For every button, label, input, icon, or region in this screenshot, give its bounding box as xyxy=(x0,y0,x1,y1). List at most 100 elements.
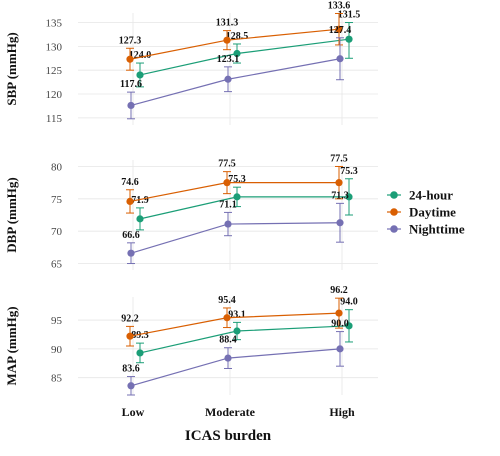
x-tick-label: High xyxy=(329,405,355,419)
data-label: 71.1 xyxy=(219,199,237,210)
data-point xyxy=(345,35,353,43)
series-nighttime: 117.6 123.1 127.4 xyxy=(120,25,352,120)
data-point xyxy=(127,101,135,110)
data-label: 83.6 xyxy=(122,364,140,375)
data-label: 133.6 xyxy=(328,0,351,11)
data-label: 93.1 xyxy=(228,309,246,320)
legend-label: Nighttime xyxy=(409,222,465,237)
series-daytime: 92.2 95.4 96.2 xyxy=(121,285,348,347)
series-line xyxy=(139,38,350,76)
panel-map: 85 90 95 MAP (mmHg) 89.3 93.1 94.0 92.2 95.4 96.2… xyxy=(4,285,378,396)
data-label: 117.6 xyxy=(120,79,142,90)
data-point xyxy=(136,215,144,223)
data-label: 96.2 xyxy=(330,285,348,296)
data-label: 75.3 xyxy=(340,166,358,177)
data-point xyxy=(223,36,231,44)
y-tick-label: 80 xyxy=(51,161,63,173)
data-point xyxy=(336,219,344,227)
legend-swatch-dot xyxy=(390,191,398,199)
data-label: 92.2 xyxy=(121,313,139,324)
data-point xyxy=(136,349,144,357)
data-point xyxy=(127,249,135,257)
data-label: 89.3 xyxy=(131,330,149,341)
data-point xyxy=(345,193,353,201)
data-point xyxy=(126,55,134,63)
data-point xyxy=(335,179,343,187)
legend-swatch-dot xyxy=(390,225,398,233)
data-label: 131.3 xyxy=(216,18,239,29)
y-tick-label: 130 xyxy=(46,41,63,53)
data-point xyxy=(223,314,231,322)
y-axis-label: DBP (mmHg) xyxy=(4,177,19,252)
data-label: 71.3 xyxy=(331,190,349,201)
y-tick-label: 115 xyxy=(46,113,63,125)
y-axis-label: MAP (mmHg) xyxy=(4,306,19,385)
series-daytime: 127.3 131.3 133.6 xyxy=(119,0,351,71)
data-label: 123.1 xyxy=(217,54,240,65)
data-point xyxy=(335,309,343,317)
y-tick-label: 85 xyxy=(51,373,63,385)
data-point xyxy=(233,193,241,201)
x-tick-label: Low xyxy=(122,405,145,419)
data-label: 75.3 xyxy=(228,174,246,185)
x-tick-label: Moderate xyxy=(205,405,256,419)
data-point xyxy=(345,322,353,330)
data-point xyxy=(224,75,232,83)
y-tick-label: 70 xyxy=(51,226,63,238)
legend-swatch-dot xyxy=(390,208,398,216)
data-label: 74.6 xyxy=(121,177,139,188)
y-tick-label: 120 xyxy=(46,89,63,101)
panel-sbp: 115 120 125 130 135 SBP (mmHg) 124.0 128.5 131.5… xyxy=(4,0,378,125)
data-point xyxy=(126,332,134,340)
series-nighttime: 66.6 71.1 71.3 xyxy=(122,190,349,265)
data-label: 128.5 xyxy=(226,31,249,42)
y-tick-label: 95 xyxy=(51,315,63,327)
data-point xyxy=(127,382,135,390)
legend-label: Daytime xyxy=(409,205,456,220)
series-line xyxy=(139,196,349,220)
data-label: 88.4 xyxy=(219,335,237,346)
series-24-hour: 89.3 93.1 94.0 xyxy=(131,297,358,364)
series-24-hour: 71.9 75.3 75.3 xyxy=(131,166,358,231)
data-point xyxy=(336,55,344,63)
legend-item-daytime: Daytime xyxy=(387,205,456,220)
data-point xyxy=(233,327,241,335)
legend: 24-hour Daytime Nighttime xyxy=(387,188,465,237)
data-label: 127.3 xyxy=(119,35,142,46)
y-tick-label: 125 xyxy=(46,65,63,77)
panel-dbp: 65 70 75 80 DBP (mmHg) 71.9 75.3 75.3 74.6 77.5 77… xyxy=(4,153,378,271)
data-point xyxy=(136,71,144,79)
data-label: 131.5 xyxy=(338,10,361,21)
x-axis: Low Moderate High ICAS burden xyxy=(122,405,355,444)
data-point xyxy=(335,25,343,33)
series-nighttime: 83.6 88.4 90.0 xyxy=(122,319,349,396)
data-point xyxy=(224,354,232,362)
data-point xyxy=(126,197,134,206)
y-tick-label: 135 xyxy=(46,18,63,30)
data-label: 90.0 xyxy=(331,319,349,330)
data-label: 77.5 xyxy=(330,153,348,164)
series-24-hour: 124.0 128.5 131.5 xyxy=(129,10,361,88)
data-label: 94.0 xyxy=(340,297,358,308)
series-line xyxy=(130,348,341,387)
y-tick-label: 90 xyxy=(51,344,63,356)
data-label: 66.6 xyxy=(122,230,140,241)
data-point xyxy=(336,345,344,353)
series-daytime: 74.6 77.5 77.5 xyxy=(121,153,348,214)
data-label: 77.5 xyxy=(218,159,236,170)
data-label: 95.4 xyxy=(218,295,236,306)
series-line xyxy=(130,222,341,254)
series-line xyxy=(130,58,341,107)
data-point xyxy=(223,179,231,187)
legend-item-24-hour: 24-hour xyxy=(387,188,453,203)
data-point xyxy=(233,49,241,58)
data-label: 127.4 xyxy=(329,25,352,36)
data-point xyxy=(224,220,232,228)
data-label: 124.0 xyxy=(129,50,152,61)
data-label: 71.9 xyxy=(131,195,149,206)
panels: 115 120 125 130 135 SBP (mmHg) 124.0 128.5 131.5… xyxy=(4,0,378,396)
legend-label: 24-hour xyxy=(409,188,453,203)
y-tick-label: 75 xyxy=(51,194,63,206)
legend-item-nighttime: Nighttime xyxy=(387,222,465,237)
